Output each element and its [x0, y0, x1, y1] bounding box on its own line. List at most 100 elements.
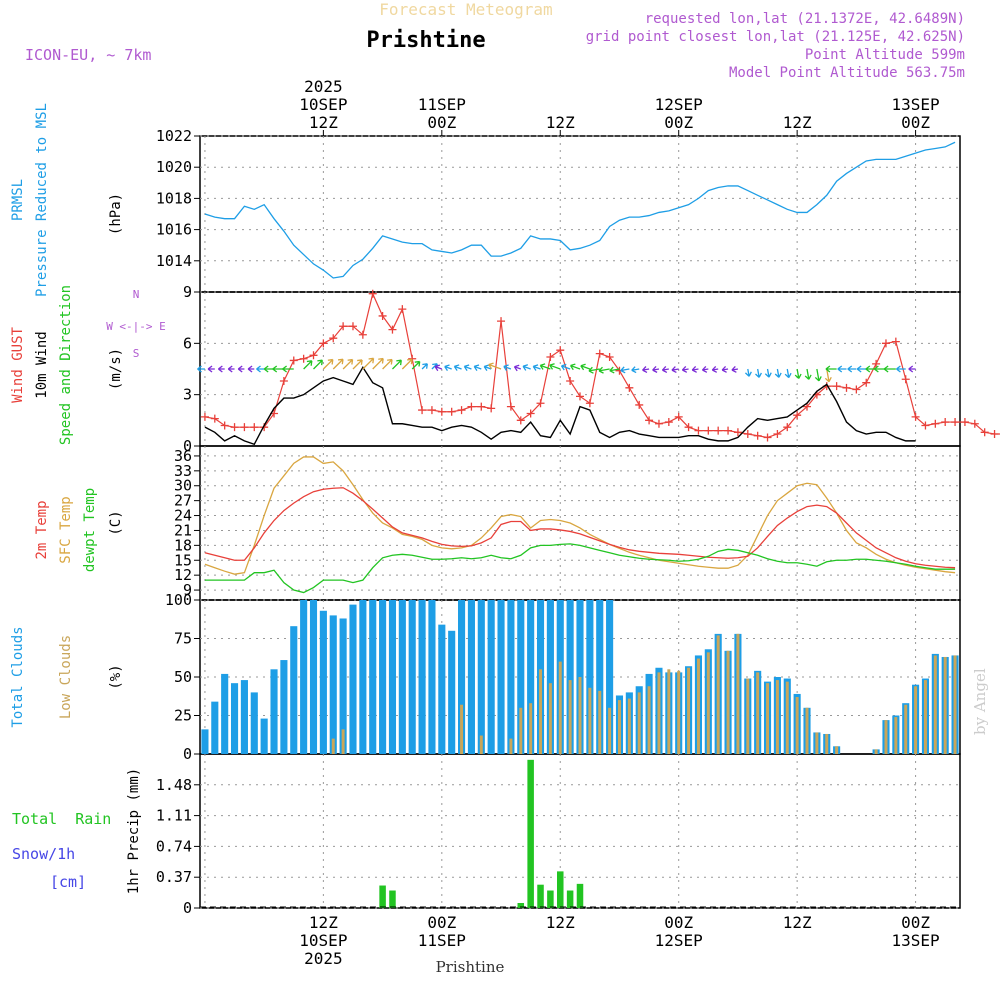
- low-cloud-bar: [539, 669, 542, 754]
- total-cloud-bar: [230, 683, 239, 754]
- wind-arrow-shape: [588, 366, 600, 374]
- wind-arrow-shape: [332, 358, 344, 370]
- top-time-label: 00Z: [901, 113, 930, 132]
- low-cloud-bar: [608, 707, 612, 754]
- wind-ytick-label: 0: [183, 437, 192, 455]
- wind-arrow-shape: [237, 365, 245, 373]
- low-cloud-bar: [588, 687, 592, 754]
- wind-arrow-shape: [453, 364, 462, 371]
- gust-point-marker: [970, 419, 979, 428]
- temperature-ytick-label: 30: [174, 477, 192, 495]
- gust-point-marker: [901, 375, 910, 384]
- requested-coords: requested lon,lat (21.1372E, 42.6489N): [645, 11, 965, 27]
- wind-direction-arrow: [431, 363, 438, 370]
- gust-point-marker: [595, 349, 604, 358]
- wind-arrow-shape: [522, 364, 531, 371]
- low-cloud-bar: [736, 633, 740, 754]
- low-cloud-bar: [766, 683, 770, 754]
- wind-arrow-shape: [652, 366, 660, 373]
- rain-bar: [389, 890, 396, 908]
- gust-point-marker: [921, 421, 930, 430]
- low-cloud-bar: [894, 717, 898, 754]
- low-cloud-bar: [509, 738, 513, 754]
- wind-arrow-shape: [488, 362, 502, 370]
- wind-arrow-shape: [883, 365, 896, 373]
- bottom-time-label: 11SEP: [418, 931, 466, 950]
- top-time-label: 12Z: [309, 113, 338, 132]
- wind-direction-arrow: [774, 368, 782, 378]
- wind-arrow-shape: [908, 365, 916, 373]
- wind-direction-arrow: [824, 368, 832, 383]
- wind-direction-arrow: [794, 368, 802, 379]
- wind-arrow-shape: [701, 365, 709, 373]
- gust-point-marker: [457, 406, 466, 415]
- wind-arrow-shape: [814, 368, 822, 382]
- wind-direction-arrow: [247, 365, 255, 373]
- gust-point-marker: [990, 430, 999, 439]
- gust-point-marker: [872, 359, 881, 368]
- wind-direction-arrow: [483, 364, 492, 372]
- temperature-ytick-label: 24: [174, 507, 192, 525]
- wind-direction-arrow: [303, 360, 313, 370]
- temperature-ytick-label: 21: [174, 521, 192, 539]
- low-cloud-bar: [548, 683, 552, 754]
- bottom-time-label: 00Z: [901, 913, 930, 932]
- total-cloud-bar: [398, 600, 406, 754]
- gust-point-marker: [881, 339, 890, 348]
- total-cloud-bar: [339, 618, 347, 754]
- gust-point-marker: [960, 418, 969, 427]
- gust-point-marker: [625, 383, 634, 392]
- wind-ytick-label: 3: [183, 386, 192, 404]
- wind-series-label: Wind GUST: [10, 327, 26, 403]
- wind-direction-arrow: [701, 365, 709, 373]
- wind-arrow-shape: [804, 368, 812, 380]
- total-cloud-bar: [448, 630, 456, 754]
- bottom-time-label: 2025: [304, 949, 343, 968]
- gust-point-marker: [279, 376, 288, 385]
- wind-arrow-shape: [513, 364, 522, 372]
- temperature-ytick-label: 33: [174, 462, 192, 480]
- pressure-series-label: PRMSL: [10, 179, 26, 221]
- gust-point-marker: [467, 402, 476, 411]
- wind-arrow-shape: [434, 364, 443, 372]
- wind-arrow-shape: [896, 365, 906, 373]
- wind-direction-arrow: [883, 365, 896, 373]
- wind-direction-arrow: [539, 363, 551, 370]
- low-cloud-bar: [331, 738, 335, 754]
- wind-direction-arrow: [207, 365, 215, 373]
- wind-arrow-shape: [272, 365, 284, 373]
- low-cloud-bar: [716, 635, 720, 754]
- watermark: by Angel: [971, 668, 989, 735]
- wind-arrow-shape: [421, 363, 428, 370]
- total-cloud-bar: [477, 600, 485, 754]
- pressure-ytick-label: 1018: [156, 189, 192, 207]
- pressure-ytick-label: 1020: [156, 158, 192, 176]
- wind-arrow-shape: [837, 365, 847, 373]
- wind-arrow-shape: [342, 358, 354, 370]
- wind-direction-arrow: [598, 366, 610, 374]
- low-cloud-bar: [706, 652, 710, 754]
- gust-point-marker: [763, 433, 772, 442]
- gust-point-marker: [783, 423, 792, 432]
- wind-direction-arrow: [197, 365, 205, 373]
- gust-point-marker: [506, 402, 515, 411]
- total-cloud-bar: [211, 701, 219, 754]
- wind-arrow-shape: [207, 365, 215, 373]
- gust-point-marker: [605, 353, 614, 362]
- wind-arrow-shape: [431, 363, 438, 370]
- gust-point-marker: [931, 419, 940, 428]
- rain-legend-label: Total Rain: [12, 810, 111, 828]
- gust-point-marker: [477, 402, 486, 411]
- temperature-ytick-label: 15: [174, 551, 192, 569]
- wind-ytick-label: 9: [183, 283, 192, 301]
- top-time-label: 12Z: [783, 113, 812, 132]
- clouds-ytick-label: 0: [183, 745, 192, 763]
- low-cloud-bar: [874, 749, 878, 754]
- wind-direction-arrow: [711, 365, 719, 373]
- wind-direction-arrow: [814, 368, 822, 382]
- pressure-ytick-label: 1016: [156, 221, 192, 239]
- rain-bar: [537, 884, 544, 908]
- gust-point-marker: [635, 400, 644, 409]
- total-cloud-bar: [487, 600, 495, 754]
- wind-arrow-shape: [549, 363, 561, 370]
